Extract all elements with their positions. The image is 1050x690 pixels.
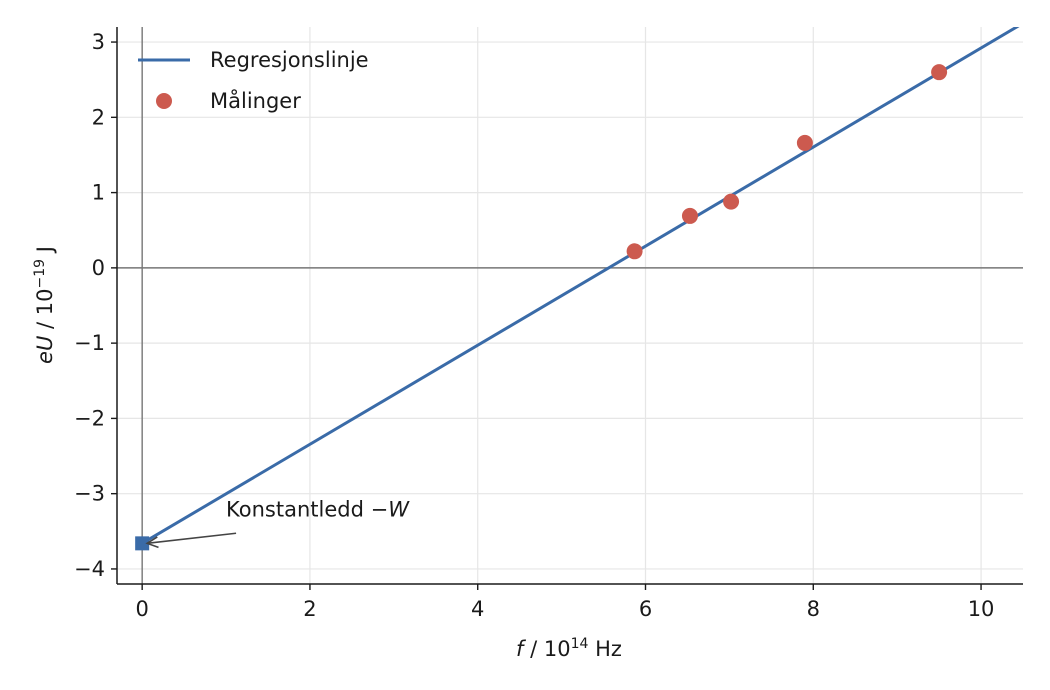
- regression-line: [141, 27, 1020, 545]
- y-tick-label: −4: [74, 557, 105, 581]
- axes: [116, 27, 1023, 585]
- x-tick-label: 10: [968, 597, 995, 621]
- x-axis-label-symbol: f: [516, 637, 527, 661]
- y-tick-label: −2: [74, 406, 105, 430]
- legend-label-regression: Regresjonslinje: [210, 48, 369, 72]
- measurement-point: [626, 243, 643, 260]
- x-axis-label-text: / 10: [523, 637, 570, 661]
- y-axis-label-exponent: −19: [32, 259, 48, 289]
- x-tick-label: 6: [639, 597, 652, 621]
- annotation-label-symbol: W: [388, 497, 410, 521]
- legend: Regresjonslinje Målinger: [138, 48, 369, 113]
- x-axis-label-unit: Hz: [588, 637, 622, 661]
- x-axis-label: f / 1014 Hz: [516, 636, 622, 661]
- legend-marker-swatch: [156, 93, 172, 109]
- y-tick-label: 3: [92, 30, 105, 54]
- x-tick-label: 8: [807, 597, 820, 621]
- measurement-point: [796, 134, 813, 151]
- reference-lines: [117, 27, 1023, 584]
- measurement-point: [931, 64, 948, 81]
- legend-label-measurements: Målinger: [210, 88, 301, 113]
- measurement-point: [723, 193, 740, 210]
- annotation-label-text: Konstantledd −: [226, 497, 388, 521]
- y-axis-label-text: / 10: [33, 288, 57, 335]
- y-tick-label: 1: [92, 181, 105, 205]
- measurement-point: [681, 207, 698, 224]
- y-axis-label-symbol: eU: [33, 336, 57, 364]
- intercept-marker: [135, 536, 150, 551]
- y-tick-label: −1: [74, 331, 105, 355]
- y-tick-label: 0: [92, 256, 105, 280]
- x-tick-label: 0: [135, 597, 148, 621]
- annotation: Konstantledd −W: [145, 497, 410, 549]
- y-axis-label-unit: J: [33, 246, 57, 259]
- x-axis-label-exponent: 14: [571, 636, 589, 652]
- y-tick-label: 2: [92, 105, 105, 129]
- ticks: 0 2 4 6 8 10 −4 −3 −2 −1 0 1 2 3: [74, 30, 994, 621]
- y-axis-label: eU / 10−19 J: [32, 246, 57, 364]
- annotation-arrowhead: [145, 536, 159, 549]
- x-tick-label: 2: [303, 597, 316, 621]
- y-tick-label: −3: [74, 482, 105, 506]
- series-layer: [135, 27, 1020, 551]
- annotation-label: Konstantledd −W: [226, 497, 410, 521]
- x-tick-label: 4: [471, 597, 484, 621]
- annotation-arrow: [147, 532, 237, 545]
